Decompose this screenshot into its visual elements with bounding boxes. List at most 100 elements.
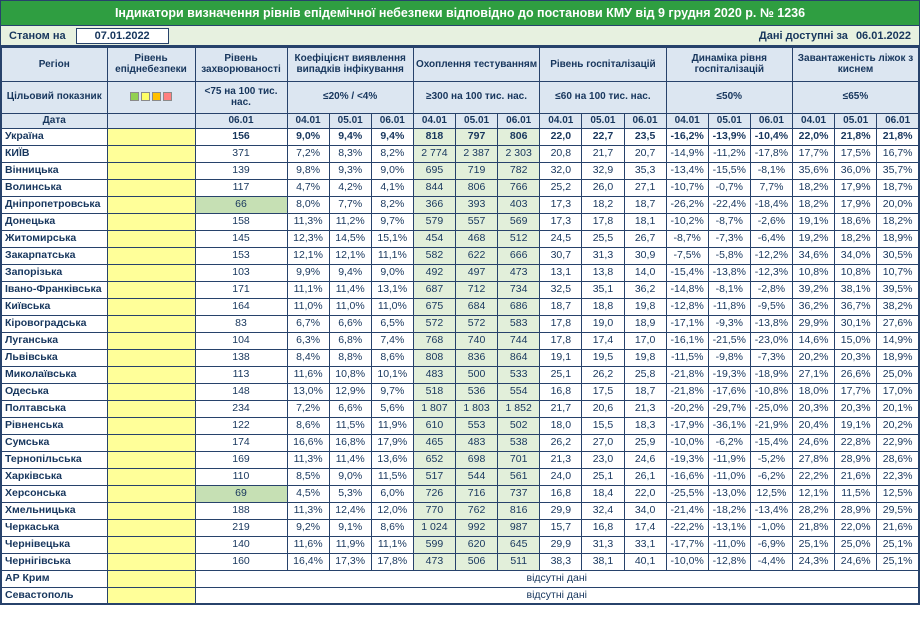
value-cell: -21,9% — [749, 416, 794, 435]
value-cell: -13,8% — [707, 263, 751, 282]
value-cell: -14,8% — [665, 280, 709, 299]
table-row: Тернопільська 169 11,3% 11,4% 13,6% 652 698 701… — [0, 450, 920, 469]
value-cell: 1 852 — [497, 399, 541, 418]
danger-level-cell — [106, 331, 196, 350]
available-label: Дані доступні за — [758, 29, 848, 42]
value-cell: 403 — [497, 195, 541, 214]
value-cell: 12,1% — [791, 484, 836, 503]
value-cell: 34,0% — [834, 246, 878, 265]
value-cell: 21,6% — [834, 467, 878, 486]
value-cell: 38,1 — [581, 552, 625, 571]
value-cell: 9,2% — [286, 518, 330, 537]
value-cell: 24,6% — [791, 433, 836, 452]
incidence-cell: 103 — [194, 263, 288, 282]
value-cell: 38,3 — [539, 552, 583, 571]
danger-level-cell — [106, 501, 196, 520]
value-cell: 22,0% — [834, 518, 878, 537]
value-cell: 992 — [454, 518, 499, 537]
value-cell: -11,8% — [707, 297, 751, 316]
value-cell: 6,3% — [286, 331, 330, 350]
value-cell: -17,9% — [665, 416, 709, 435]
value-cell: 13,1 — [539, 263, 583, 282]
meta-bar: Станом на 07.01.2022 Дані доступні за 06… — [0, 25, 920, 46]
value-cell: 684 — [454, 297, 499, 316]
no-data-cell: відсутні дані — [194, 569, 920, 588]
value-cell: 17,7% — [834, 382, 878, 401]
incidence-cell: 139 — [194, 161, 288, 180]
value-cell: 15,7 — [539, 518, 583, 537]
value-cell: 10,1% — [370, 365, 414, 384]
value-cell: 17,9% — [834, 178, 878, 197]
region-cell: Запорізька — [0, 263, 108, 282]
region-cell: Закарпатська — [0, 246, 108, 265]
value-cell: 4,1% — [370, 178, 414, 197]
value-cell: -22,2% — [665, 518, 709, 537]
value-cell: 13,8 — [581, 263, 625, 282]
danger-level-cell — [106, 195, 196, 214]
value-cell: -11,5% — [665, 348, 709, 367]
incidence-cell: 153 — [194, 246, 288, 265]
value-cell: 27,1 — [623, 178, 667, 197]
value-cell: -12,2% — [749, 246, 794, 265]
table-row: Київська 164 11,0% 11,0% 11,0% 675 684 686 18,7 1… — [0, 297, 920, 316]
danger-level-cell — [106, 416, 196, 435]
value-cell: 23,0 — [581, 450, 625, 469]
value-cell: -10,7% — [665, 178, 709, 197]
value-cell: 20,4% — [791, 416, 836, 435]
value-cell: 18,2% — [834, 229, 878, 248]
region-cell: Чернігівська — [0, 552, 108, 571]
value-cell: 12,5% — [876, 484, 920, 503]
incidence-cell: 158 — [194, 212, 288, 231]
table-row: Кіровоградська 83 6,7% 6,6% 6,5% 572 572 583 17,… — [0, 314, 920, 333]
table-row: КИЇВ 371 7,2% 8,3% 8,2% 2 774 2 387 2 303 20,8 21… — [0, 144, 920, 163]
value-cell: -11,9% — [707, 450, 751, 469]
value-cell: 7,7% — [328, 195, 372, 214]
value-cell: 8,3% — [328, 144, 372, 163]
value-cell: 583 — [497, 314, 541, 333]
value-cell: 734 — [497, 280, 541, 299]
target-label: Цільовий показник — [0, 80, 108, 114]
region-cell: Київська — [0, 297, 108, 316]
value-cell: -18,4% — [749, 195, 794, 214]
table-header: Регіон Рівень епіднебезпеки Рівень захво… — [0, 46, 920, 129]
value-cell: -16,6% — [665, 467, 709, 486]
value-cell: 8,2% — [370, 144, 414, 163]
incidence-cell: 110 — [194, 467, 288, 486]
date-cell: 05.01 — [707, 112, 751, 129]
date-cell: 04.01 — [286, 112, 330, 129]
region-cell: Тернопільська — [0, 450, 108, 469]
target-oxygen-beds: ≤65% — [792, 80, 920, 114]
value-cell: -36,1% — [707, 416, 751, 435]
table-row: Миколаївська 113 11,6% 10,8% 10,1% 483 500 533 2… — [0, 365, 920, 384]
region-cell: Волинська — [0, 178, 108, 197]
value-cell: 2 387 — [454, 144, 499, 163]
value-cell: 25,1% — [791, 535, 836, 554]
value-cell: 22,3% — [876, 467, 920, 486]
value-cell: 15,5 — [581, 416, 625, 435]
value-cell: 17,8 — [539, 314, 583, 333]
incidence-date: 06.01 — [194, 112, 288, 129]
group-header-detection: Коефіцієнт виявлення випадків інфікуванн… — [286, 46, 414, 82]
value-cell: 9,7% — [370, 212, 414, 231]
table-row: Харківська 110 8,5% 9,0% 11,5% 517 544 561 24,0 2… — [0, 467, 920, 486]
value-cell: 20,7 — [623, 144, 667, 163]
incidence-cell: 66 — [194, 195, 288, 214]
target-hosp-dynamics: ≤50% — [665, 80, 794, 114]
value-cell: 19,1% — [791, 212, 836, 231]
incidence-cell: 160 — [194, 552, 288, 571]
value-cell: 39,2% — [791, 280, 836, 299]
group-header-oxygen-beds: Завантаженість ліжок з киснем — [792, 46, 920, 82]
danger-legend-square — [163, 92, 172, 102]
value-cell: 31,3 — [581, 535, 625, 554]
value-cell: 20,2% — [876, 416, 920, 435]
value-cell: -16,1% — [665, 331, 709, 350]
value-cell: 12,9% — [328, 382, 372, 401]
as-of-label: Станом на — [9, 29, 66, 42]
value-cell: 26,2 — [581, 365, 625, 384]
region-cell: Сумська — [0, 433, 108, 452]
value-cell: -10,0% — [665, 552, 709, 571]
incidence-cell: 138 — [194, 348, 288, 367]
value-cell: 9,7% — [370, 382, 414, 401]
value-cell: 38,1% — [834, 280, 878, 299]
value-cell: 35,1 — [581, 280, 625, 299]
